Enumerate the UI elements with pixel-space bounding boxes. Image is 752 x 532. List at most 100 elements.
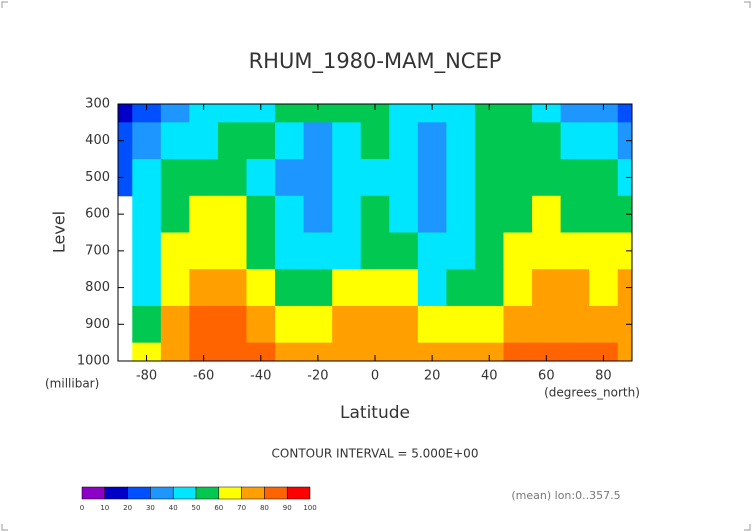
colorbar-box (286, 486, 311, 500)
contour-cell (617, 195, 632, 233)
x-tick-label: 60 (538, 369, 555, 384)
contour-cell (303, 159, 333, 197)
contour-cell (189, 159, 219, 197)
contour-cell (246, 232, 276, 270)
contour-cell (389, 159, 419, 197)
y-axis-label: Level (50, 211, 69, 253)
contour-cell (217, 342, 247, 361)
contour-cell (303, 195, 333, 233)
contour-cell (560, 104, 590, 123)
contour-cell (303, 232, 333, 270)
contour-cell (503, 104, 533, 123)
contour-cell (532, 159, 562, 197)
contour-cell (332, 232, 362, 270)
contour-cell (303, 122, 333, 160)
contour-cell (132, 305, 162, 344)
x-tick-label: 40 (481, 369, 498, 384)
contour-cell (275, 305, 305, 344)
contour-cell (217, 195, 247, 233)
contour-cell (589, 104, 619, 123)
contour-cell (275, 195, 305, 233)
contour-cell (389, 232, 419, 270)
contour-cell (474, 195, 504, 233)
x-axis-label: Latitude (340, 403, 410, 423)
contour-cell (332, 122, 362, 160)
contour-cell (446, 159, 476, 197)
footer-note: (mean) lon:0..357.5 (511, 489, 620, 502)
contour-cell (160, 305, 190, 344)
contour-cell (189, 104, 219, 123)
contour-cell (132, 232, 162, 270)
contour-cell (303, 305, 333, 344)
colorbar-box (172, 486, 197, 500)
contour-cell (189, 269, 219, 307)
colorbar-label: 60 (214, 504, 223, 512)
colorbar-label: 10 (100, 504, 109, 512)
contour-cell (617, 159, 632, 197)
contour-cell (275, 232, 305, 270)
colorbar-label: 30 (146, 504, 155, 512)
contour-cell (160, 269, 190, 307)
contour-cell (417, 269, 447, 307)
contour-cell (446, 269, 476, 307)
y-tick-label: 700 (85, 243, 110, 258)
contour-cell (360, 122, 390, 160)
colorbar-label: 40 (169, 504, 178, 512)
contour-cell (160, 342, 190, 361)
y-tick-label: 1000 (77, 354, 110, 369)
contour-cell (189, 122, 219, 160)
contour-cell (617, 269, 632, 307)
colorbar-label: 0 (80, 504, 84, 512)
contour-cell (474, 232, 504, 270)
contour-cell (189, 305, 219, 344)
chart-title: RHUM_1980-MAM_NCEP (249, 49, 502, 74)
contour-cell (560, 305, 590, 344)
contour-cell (160, 159, 190, 197)
contour-cell (217, 305, 247, 344)
colorbar-label: 80 (260, 504, 269, 512)
contour-cell (417, 305, 447, 344)
contour-cell (389, 122, 419, 160)
contour-cell (417, 104, 447, 123)
contour-cell (474, 104, 504, 123)
contour-cell (275, 122, 305, 160)
contour-cell (246, 122, 276, 160)
contour-cell (446, 122, 476, 160)
contour-cell (503, 232, 533, 270)
contour-cell (617, 122, 632, 160)
contour-cell (532, 104, 562, 123)
contour-cell (589, 305, 619, 344)
contour-cell (532, 232, 562, 270)
contour-cell (160, 104, 190, 123)
colorbar-box (195, 486, 220, 500)
colorbar-label: 50 (192, 504, 201, 512)
contour-cell (132, 195, 162, 233)
colorbar-label: 20 (123, 504, 132, 512)
contour-cell (360, 342, 390, 361)
contour-cell (360, 269, 390, 307)
contour-cell (389, 305, 419, 344)
contour-cell (332, 269, 362, 307)
contour-cell (118, 122, 133, 160)
contour-cell (589, 195, 619, 233)
colorbar-label: 70 (237, 504, 246, 512)
contour-cell (275, 342, 305, 361)
contour-cell (332, 104, 362, 123)
contour-note: CONTOUR INTERVAL = 5.000E+00 (272, 447, 479, 461)
contour-cell (532, 195, 562, 233)
contour-cell (417, 195, 447, 233)
contour-cell (132, 104, 162, 123)
contour-cell (303, 342, 333, 361)
contour-cell (389, 195, 419, 233)
y-tick-label: 300 (85, 97, 110, 112)
y-tick-label: 800 (85, 280, 110, 295)
contour-cell (246, 305, 276, 344)
contour-cell (132, 269, 162, 307)
contour-cell (332, 305, 362, 344)
contour-cell (560, 232, 590, 270)
contour-cell (617, 104, 632, 123)
colorbar-box (241, 486, 265, 500)
contour-cell (589, 342, 619, 361)
contour-cell (332, 159, 362, 197)
